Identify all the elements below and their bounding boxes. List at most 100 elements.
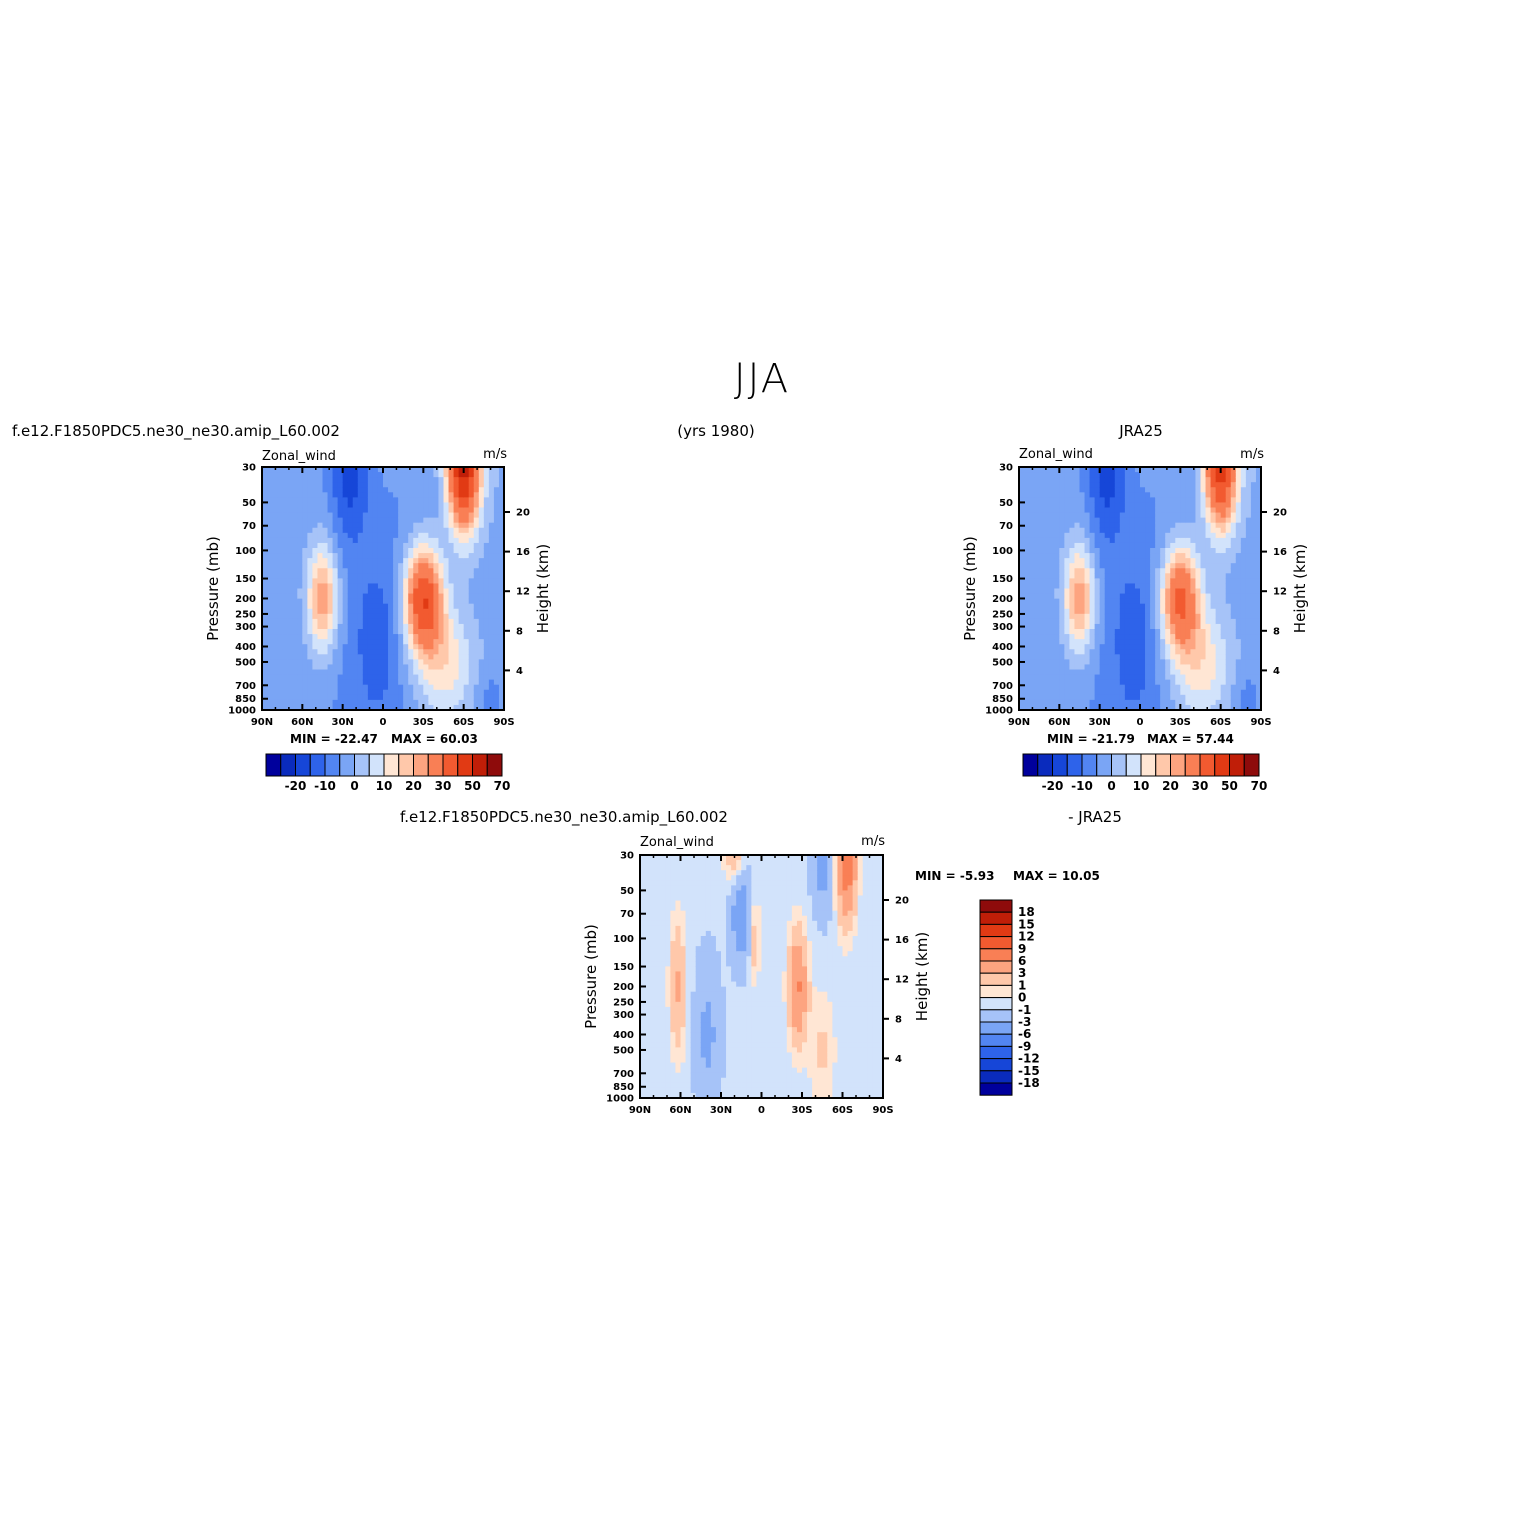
field-cell	[1099, 583, 1106, 590]
field-cell	[1069, 548, 1076, 554]
field-cell	[272, 639, 278, 645]
field-cell	[1064, 507, 1071, 514]
field-cell	[282, 654, 288, 660]
field-cell	[1205, 492, 1212, 498]
field-cell	[448, 629, 455, 635]
field-cell	[1064, 512, 1071, 519]
field-cell	[418, 507, 424, 514]
field-cell	[277, 573, 283, 579]
field-cell	[1195, 568, 1202, 574]
field-cell	[277, 497, 283, 504]
field-cell	[1099, 669, 1106, 676]
field-cell	[1195, 537, 1202, 544]
field-cell	[448, 568, 455, 574]
field-cell	[1039, 578, 1045, 585]
field-cell	[327, 507, 334, 514]
field-cell	[1165, 598, 1171, 605]
field-cell	[423, 482, 429, 488]
field-cell	[352, 583, 359, 590]
field-cell	[443, 472, 450, 478]
y-tick-label: 400	[235, 642, 256, 653]
field-cell	[1104, 507, 1111, 514]
field-cell	[448, 644, 455, 650]
field-cell	[342, 674, 349, 681]
field-cell	[267, 487, 273, 493]
field-cell	[307, 527, 314, 534]
field-cell	[372, 558, 379, 564]
field-cell	[1059, 623, 1065, 630]
field-cell	[1230, 537, 1237, 544]
field-cell	[1240, 629, 1247, 635]
field-cell	[357, 603, 364, 610]
field-cell	[483, 623, 490, 630]
field-cell	[1180, 502, 1186, 509]
field-cell	[312, 669, 319, 676]
field-cell	[1205, 553, 1212, 559]
field-cell	[478, 548, 485, 554]
field-cell	[1099, 618, 1106, 625]
field-cell	[433, 694, 440, 701]
field-cell	[383, 629, 389, 635]
field-cell	[403, 537, 409, 544]
field-cell	[312, 573, 319, 579]
field-cell	[1089, 482, 1096, 488]
field-cell	[1119, 472, 1126, 478]
field-cell	[493, 563, 500, 569]
field-cell	[1109, 578, 1116, 585]
field-cell	[453, 649, 460, 655]
field-cell	[1175, 563, 1181, 569]
field-cell	[463, 517, 470, 524]
y-tick-label: 250	[235, 609, 256, 620]
field-cell	[403, 548, 409, 554]
field-cell	[388, 593, 394, 600]
field-cell	[1074, 684, 1081, 691]
field-cell	[1185, 578, 1192, 585]
field-cell	[463, 699, 470, 706]
field-cell	[1215, 598, 1222, 605]
field-cell	[1240, 704, 1247, 711]
field-cell	[468, 477, 475, 483]
field-cell	[1165, 537, 1171, 544]
field-cell	[1059, 654, 1065, 660]
field-cell	[332, 563, 339, 569]
field-cell	[413, 629, 419, 635]
field-cell	[645, 1037, 651, 1043]
field-cell	[1079, 674, 1086, 681]
field-cell	[1084, 659, 1091, 666]
field-cell	[458, 553, 465, 559]
field-cell	[337, 563, 344, 569]
field-cell	[347, 568, 354, 574]
field-cell	[1019, 472, 1025, 478]
field-cell	[287, 472, 293, 478]
field-cell	[287, 487, 293, 493]
field-cell	[1044, 578, 1050, 585]
field-cell	[1074, 548, 1081, 554]
field-cell	[408, 694, 414, 701]
field-cell	[347, 629, 354, 635]
field-cell	[1220, 553, 1227, 559]
field-cell	[403, 659, 409, 666]
field-cell	[1094, 482, 1101, 488]
field-cell	[1104, 659, 1111, 666]
field-cell	[1205, 674, 1212, 681]
field-cell	[292, 568, 298, 574]
field-cell	[312, 664, 319, 671]
field-cell	[493, 522, 500, 529]
field-cell	[332, 618, 339, 625]
panel-obs-colorbar: -20 -10 0 10 20 30 50 70	[1022, 753, 1267, 793]
field-cell	[1250, 664, 1257, 671]
field-cell	[640, 956, 646, 962]
field-cell	[1245, 634, 1252, 640]
field-cell	[1044, 654, 1050, 660]
field-cell	[493, 649, 500, 655]
field-cell	[262, 553, 268, 559]
field-cell	[1200, 644, 1207, 650]
field-cell	[1119, 542, 1126, 549]
field-cell	[277, 684, 283, 691]
field-cell	[267, 694, 273, 701]
field-cell	[393, 512, 399, 519]
field-cell	[1155, 618, 1161, 625]
field-cell	[347, 659, 354, 666]
field-cell	[1074, 639, 1081, 645]
field-cell	[342, 694, 349, 701]
